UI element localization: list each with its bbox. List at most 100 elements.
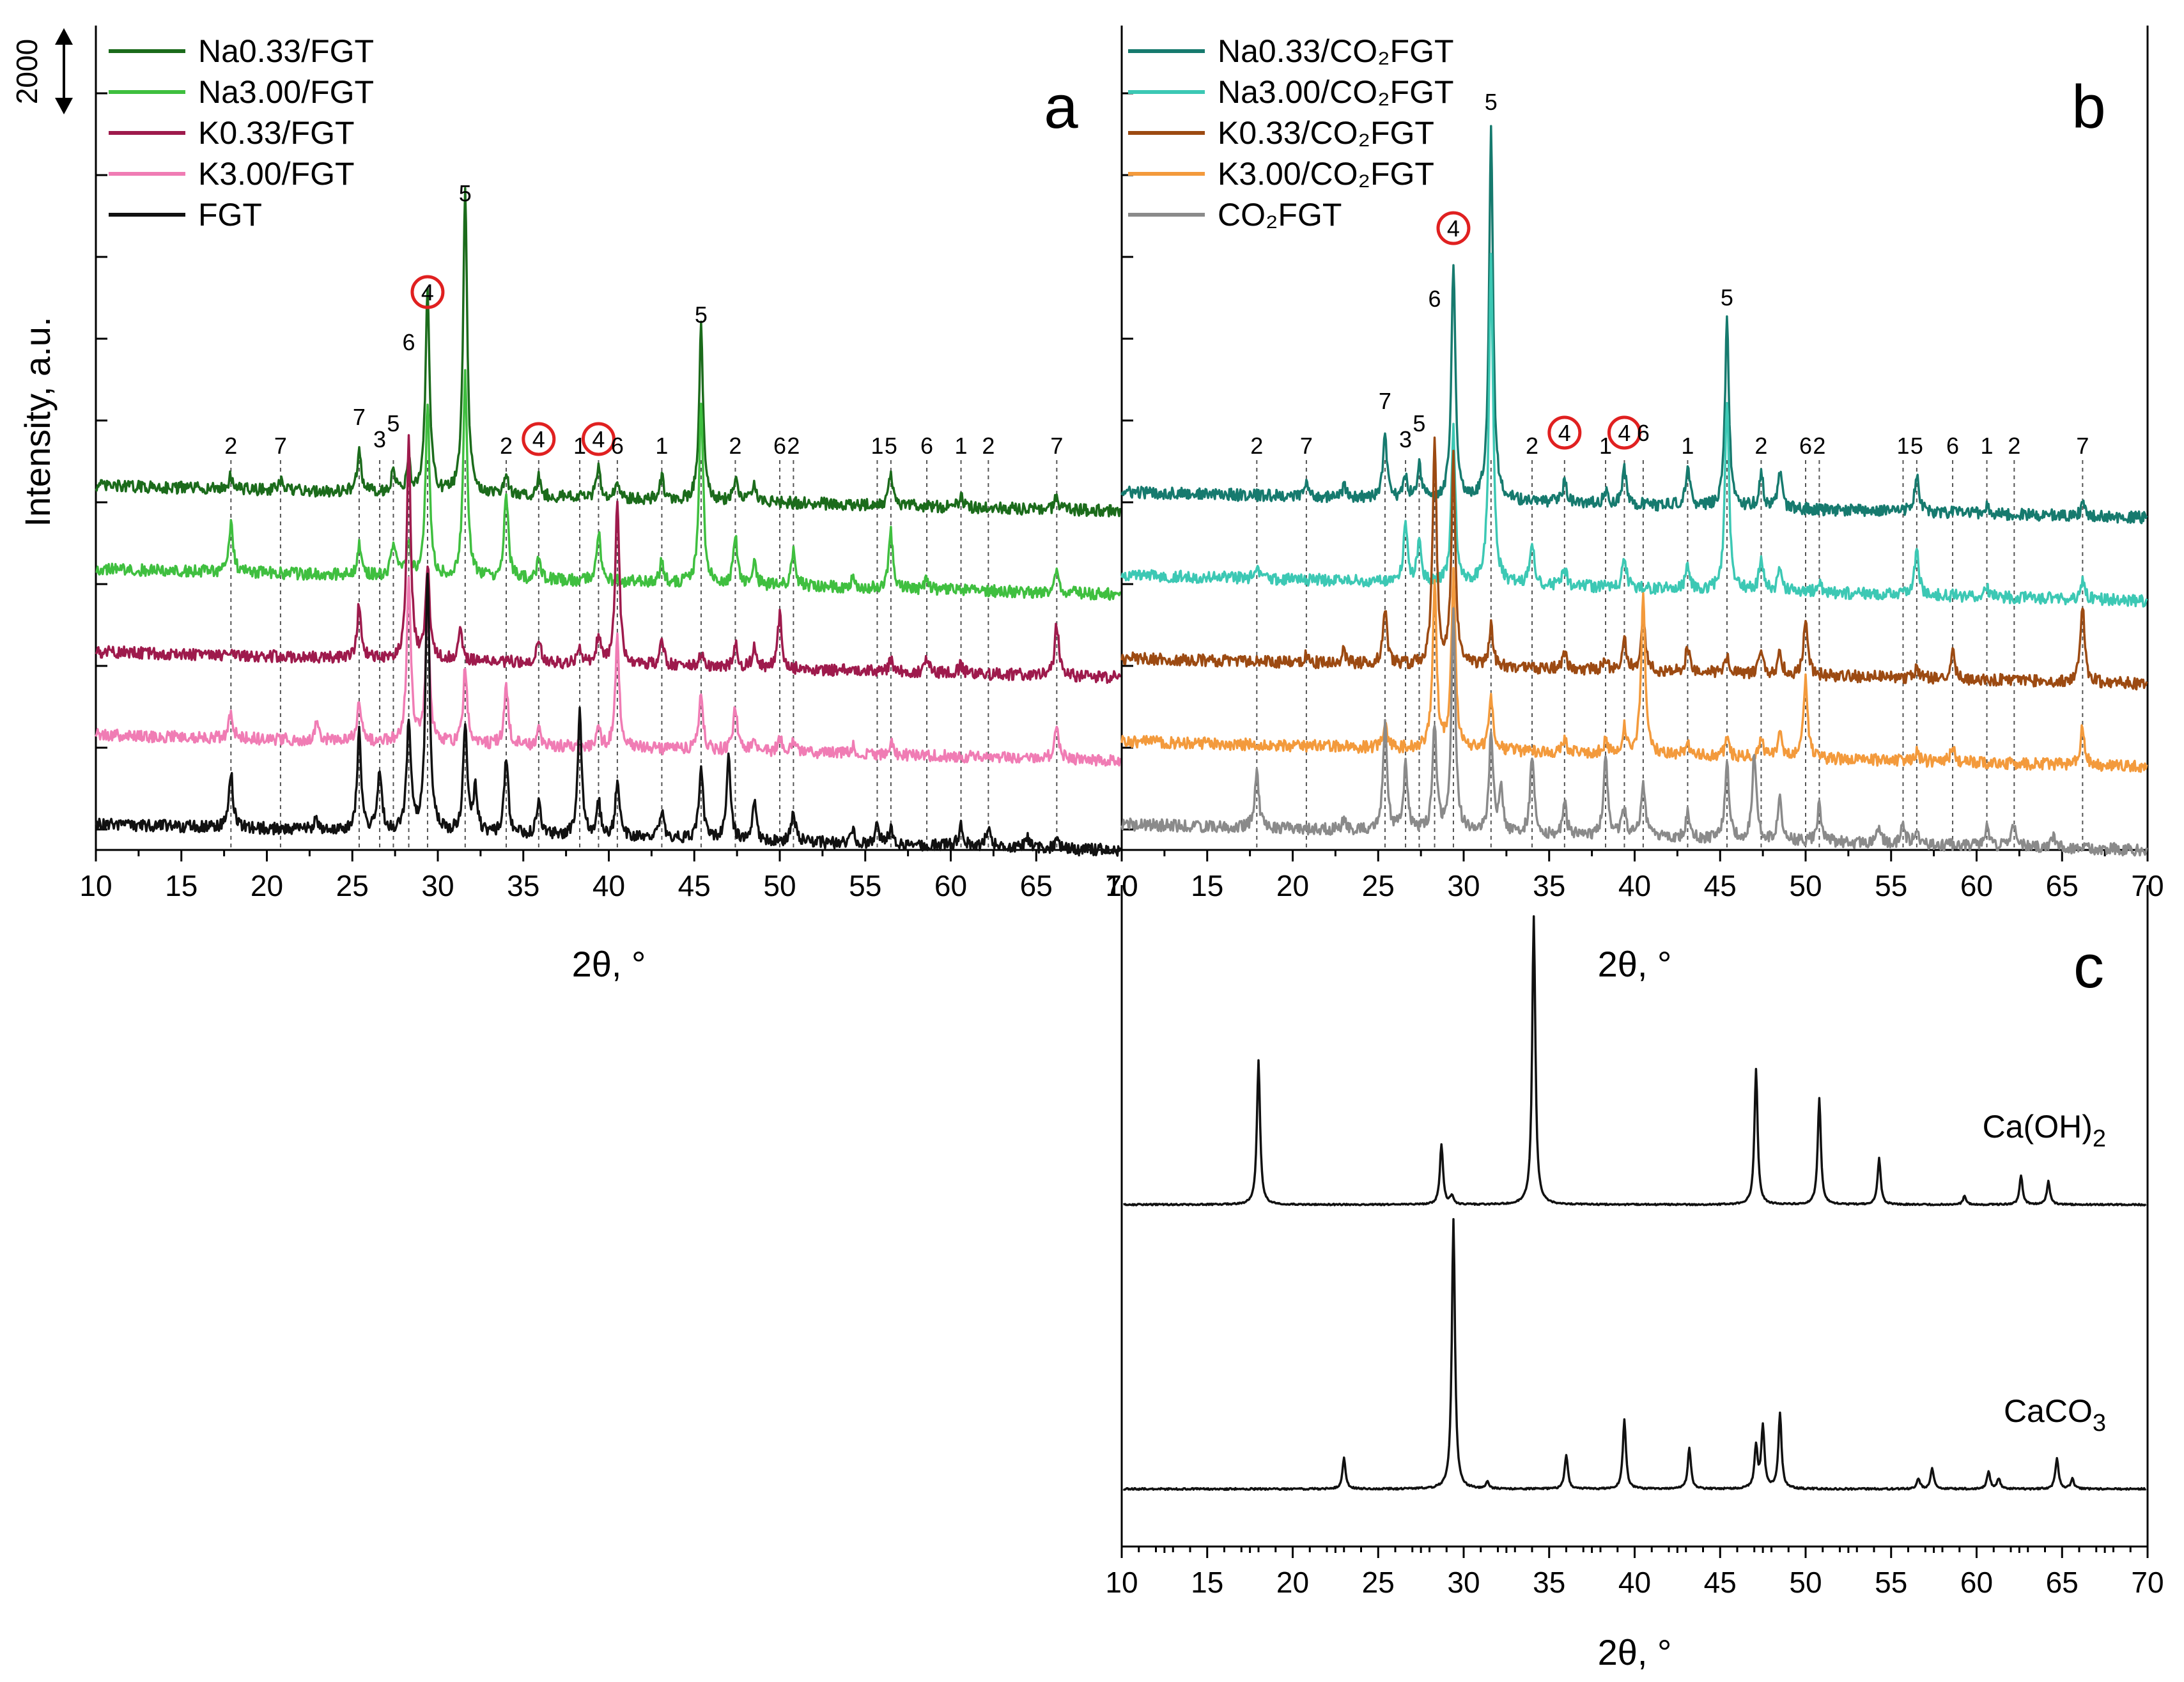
panel-b-x-tick-label: 50 <box>1789 869 1822 902</box>
panel-c-x-tick-label: 40 <box>1618 1566 1651 1599</box>
panel-b-x-tick-label: 35 <box>1533 869 1565 902</box>
panel-b-x-tick-label: 65 <box>2046 869 2079 902</box>
panel-a-peak-label: 3 <box>373 426 386 452</box>
panel-a-series-line <box>95 434 1122 684</box>
panel-a-peak-label: 2 <box>500 433 513 459</box>
panel-a-peak-circle <box>410 275 445 309</box>
panel-a-peak-label: 4 <box>421 279 434 305</box>
panel-a-x-axis-title: 2θ, ° <box>572 944 646 984</box>
panel-c-x-tick-label: 65 <box>2046 1566 2079 1599</box>
panel-a-y-axis-title: Intensity, a.u. <box>17 317 58 527</box>
panel-a-x-tick-label: 40 <box>592 869 625 902</box>
panel-b-series-line <box>1120 252 2148 608</box>
panel-b-peak-label: 5 <box>1721 284 1733 311</box>
panel-c-x-tick-label: 45 <box>1704 1566 1737 1599</box>
panel-a-peak-circle <box>522 422 556 456</box>
panel-c-x-tick-label: 15 <box>1191 1566 1223 1599</box>
panel-b-legend-label: Na0.33/CO₂FGT <box>1218 33 1454 69</box>
panel-a-peak-label: 6 <box>920 433 933 459</box>
panel-b-peak-label: 1 <box>1896 433 1909 459</box>
scale-bar-label: 2000 <box>10 39 43 104</box>
panel-c-series-label-sub: 3 <box>2093 1410 2106 1437</box>
panel-a-series-line <box>95 187 1122 518</box>
panel-c-series-line <box>1122 915 2147 1207</box>
panel-c-series-label: Ca(OH)2 <box>1983 1109 2106 1152</box>
panel-a-peak-label: 1 <box>955 433 968 459</box>
panel-b-peak-circle <box>1607 415 1641 450</box>
panel-c-panel-letter: c <box>2073 932 2104 1001</box>
panel-a-peak-circle <box>581 422 616 456</box>
panel-b-legend-label: Na3.00/CO₂FGT <box>1218 74 1454 110</box>
panel-b-peak-label: 4 <box>1558 420 1571 446</box>
scale-bar-arrow-up <box>55 28 73 45</box>
panel-a-peak-label: 7 <box>353 404 366 430</box>
panel-c-x-tick-label: 50 <box>1789 1566 1822 1599</box>
panel-b-series-line <box>1120 567 2148 773</box>
panel-a-x-tick-label: 60 <box>934 869 967 902</box>
panel-b-peak-circle <box>1547 415 1582 450</box>
panel-a-peak-label: 4 <box>532 426 545 452</box>
panel-a-legend-label: FGT <box>198 197 262 233</box>
panel-a-peak-label: 1 <box>655 433 668 459</box>
panel-c-x-tick-label: 25 <box>1362 1566 1395 1599</box>
panel-a-peak-label: 1 <box>871 433 883 459</box>
panel-a-x-tick-label: 45 <box>678 869 711 902</box>
panel-c-series-label: CaCO3 <box>2004 1393 2106 1437</box>
panel-a-legend-label: Na0.33/FGT <box>198 33 374 69</box>
panel-a-x-tick-label: 55 <box>849 869 881 902</box>
panel-b-peak-label: 4 <box>1447 215 1460 242</box>
panel-c-x-tick-label: 35 <box>1533 1566 1565 1599</box>
panel-b-peak-label: 5 <box>1485 89 1498 115</box>
panel-a-x-tick-label: 15 <box>165 869 197 902</box>
panel-a-x-tick-label: 10 <box>79 869 112 902</box>
panel-b-x-tick-label: 20 <box>1276 869 1309 902</box>
panel-b-peak-label: 7 <box>1379 388 1391 414</box>
panel-b-x-tick-label: 15 <box>1191 869 1223 902</box>
panel-a-peak-label: 2 <box>224 433 237 459</box>
panel-a-peak-label: 5 <box>387 410 399 436</box>
panel-b-peak-label: 1 <box>1981 433 1994 459</box>
panel-b-peak-circle <box>1436 211 1471 245</box>
panel-c-series-line <box>1122 1217 2147 1492</box>
panel-b-legend-label: CO₂FGT <box>1218 197 1342 233</box>
panel-a-x-tick-label: 25 <box>336 869 369 902</box>
panel-c-x-axis-title: 2θ, ° <box>1598 1632 1672 1672</box>
panel-b-x-tick-label: 55 <box>1875 869 1907 902</box>
panel-b-peak-label: 6 <box>1429 286 1441 312</box>
panel-a-peak-label: 5 <box>885 433 897 459</box>
panel-b-x-tick-label: 60 <box>1960 869 1993 902</box>
panel-b-x-tick-label: 30 <box>1447 869 1480 902</box>
panel-b-x-tick-label: 40 <box>1618 869 1651 902</box>
panel-a-peak-label: 5 <box>459 180 472 206</box>
panel-c-x-tick-label: 70 <box>2131 1566 2164 1599</box>
panel-a-legend-label: K3.00/FGT <box>198 156 355 192</box>
panel-b-series-line <box>1120 607 2148 857</box>
panel-a-series-line <box>95 573 1122 857</box>
panel-b-peak-label: 2 <box>2008 433 2020 459</box>
panel-c-x-tick-label: 55 <box>1875 1566 1907 1599</box>
panel-b-peak-label: 1 <box>1681 433 1694 459</box>
panel-a-peak-label: 2 <box>787 433 800 459</box>
panel-b-x-axis-title: 2θ, ° <box>1598 944 1672 984</box>
panel-a-peak-label: 7 <box>1050 433 1063 459</box>
panel-b-peak-label: 6 <box>1799 433 1812 459</box>
panel-a-peak-label: 6 <box>403 329 415 355</box>
panel-a-series-line <box>95 576 1122 767</box>
panel-a-peak-label: 2 <box>729 433 741 459</box>
panel-a-peak-label: 6 <box>773 433 786 459</box>
panel-a-x-tick-label: 50 <box>763 869 796 902</box>
panel-b-peak-label: 5 <box>1910 433 1923 459</box>
panel-b-peak-label: 2 <box>1813 433 1825 459</box>
panel-b-series-line <box>1120 125 2148 525</box>
panel-b-peak-label: 7 <box>1300 433 1313 459</box>
panel-a-peak-label: 6 <box>611 433 624 459</box>
panel-a-peak-label: 5 <box>695 302 708 328</box>
panel-a-series-line <box>95 369 1122 601</box>
panel-b-peak-label: 2 <box>1526 433 1538 459</box>
panel-b-peak-label: 2 <box>1250 433 1263 459</box>
scale-bar-arrow-down <box>55 98 73 114</box>
panel-b-legend-label: K3.00/CO₂FGT <box>1218 156 1434 192</box>
panel-b-peak-label: 6 <box>1946 433 1959 459</box>
